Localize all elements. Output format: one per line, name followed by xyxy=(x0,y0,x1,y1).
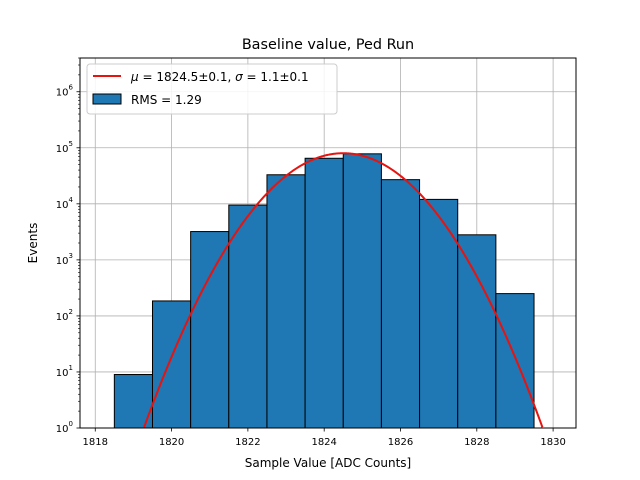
y-tick-base: 10 xyxy=(56,368,69,379)
y-tick-base: 10 xyxy=(56,144,69,155)
histogram-bar xyxy=(419,198,459,429)
y-tick-base: 10 xyxy=(56,424,69,435)
histogram-bar xyxy=(151,300,192,429)
legend-box xyxy=(86,63,338,115)
y-tick-exponent: 5 xyxy=(69,140,73,148)
y-tick-label: 101 xyxy=(56,364,73,379)
y-axis-label: Events xyxy=(26,223,40,264)
histogram-bar xyxy=(495,293,535,429)
y-tick-exponent: 4 xyxy=(69,196,74,204)
legend-fit-label: μ = 1824.5±0.1, σ = 1.1±0.1 xyxy=(130,70,309,84)
x-tick-label: 1824 xyxy=(311,437,336,448)
y-tick-exponent: 1 xyxy=(69,364,73,372)
chart-title: Baseline value, Ped Run xyxy=(242,37,414,53)
y-tick-base: 10 xyxy=(56,312,69,323)
legend-sigma-value: = 1.1±0.1 xyxy=(243,70,309,84)
histogram-bar xyxy=(380,179,421,429)
y-tick-base: 10 xyxy=(56,88,69,99)
histogram-bar xyxy=(304,157,344,429)
histogram-bar xyxy=(342,153,382,429)
y-tick-base: 10 xyxy=(56,256,69,267)
x-tick-label: 1828 xyxy=(464,437,489,448)
legend-mu-value: = 1824.5±0.1, xyxy=(139,70,235,84)
y-tick-label: 102 xyxy=(56,308,73,323)
y-tick-exponent: 2 xyxy=(69,308,73,316)
x-axis-label: Sample Value [ADC Counts] xyxy=(245,456,411,470)
histogram-bar xyxy=(266,174,306,429)
y-tick-label: 100 xyxy=(56,420,73,435)
histogram-bars xyxy=(113,153,535,429)
x-tick-label: 1820 xyxy=(159,437,184,448)
legend-mu-symbol: μ xyxy=(130,70,139,84)
y-tick-label: 105 xyxy=(56,140,73,155)
y-tick-exponent: 6 xyxy=(69,84,74,92)
histogram-bar xyxy=(228,204,268,429)
y-tick-exponent: 3 xyxy=(69,252,73,260)
legend-sigma-symbol: σ xyxy=(235,70,243,84)
y-tick-base: 10 xyxy=(56,200,69,211)
y-tick-label: 104 xyxy=(56,196,74,211)
legend-hist-swatch xyxy=(92,93,122,105)
x-tick-label: 1826 xyxy=(388,437,413,448)
x-tick-label: 1822 xyxy=(235,437,260,448)
histogram-bar xyxy=(190,231,230,429)
legend: μ = 1824.5±0.1, σ = 1.1±0.1 RMS = 1.29 xyxy=(86,63,338,115)
x-tick-label: 1830 xyxy=(540,437,565,448)
gaussian-fit-curve xyxy=(143,152,544,428)
x-tick-label: 1818 xyxy=(83,437,108,448)
fit-curve-layer xyxy=(143,152,544,428)
x-axis-ticks: 1818 1820 1822 1824 1826 1828 1830 xyxy=(83,428,566,448)
legend-hist-label: RMS = 1.29 xyxy=(131,93,202,107)
y-tick-exponent: 0 xyxy=(69,420,73,428)
y-tick-label: 106 xyxy=(56,84,74,99)
y-tick-label: 103 xyxy=(56,252,73,267)
histogram-bar xyxy=(457,234,497,429)
